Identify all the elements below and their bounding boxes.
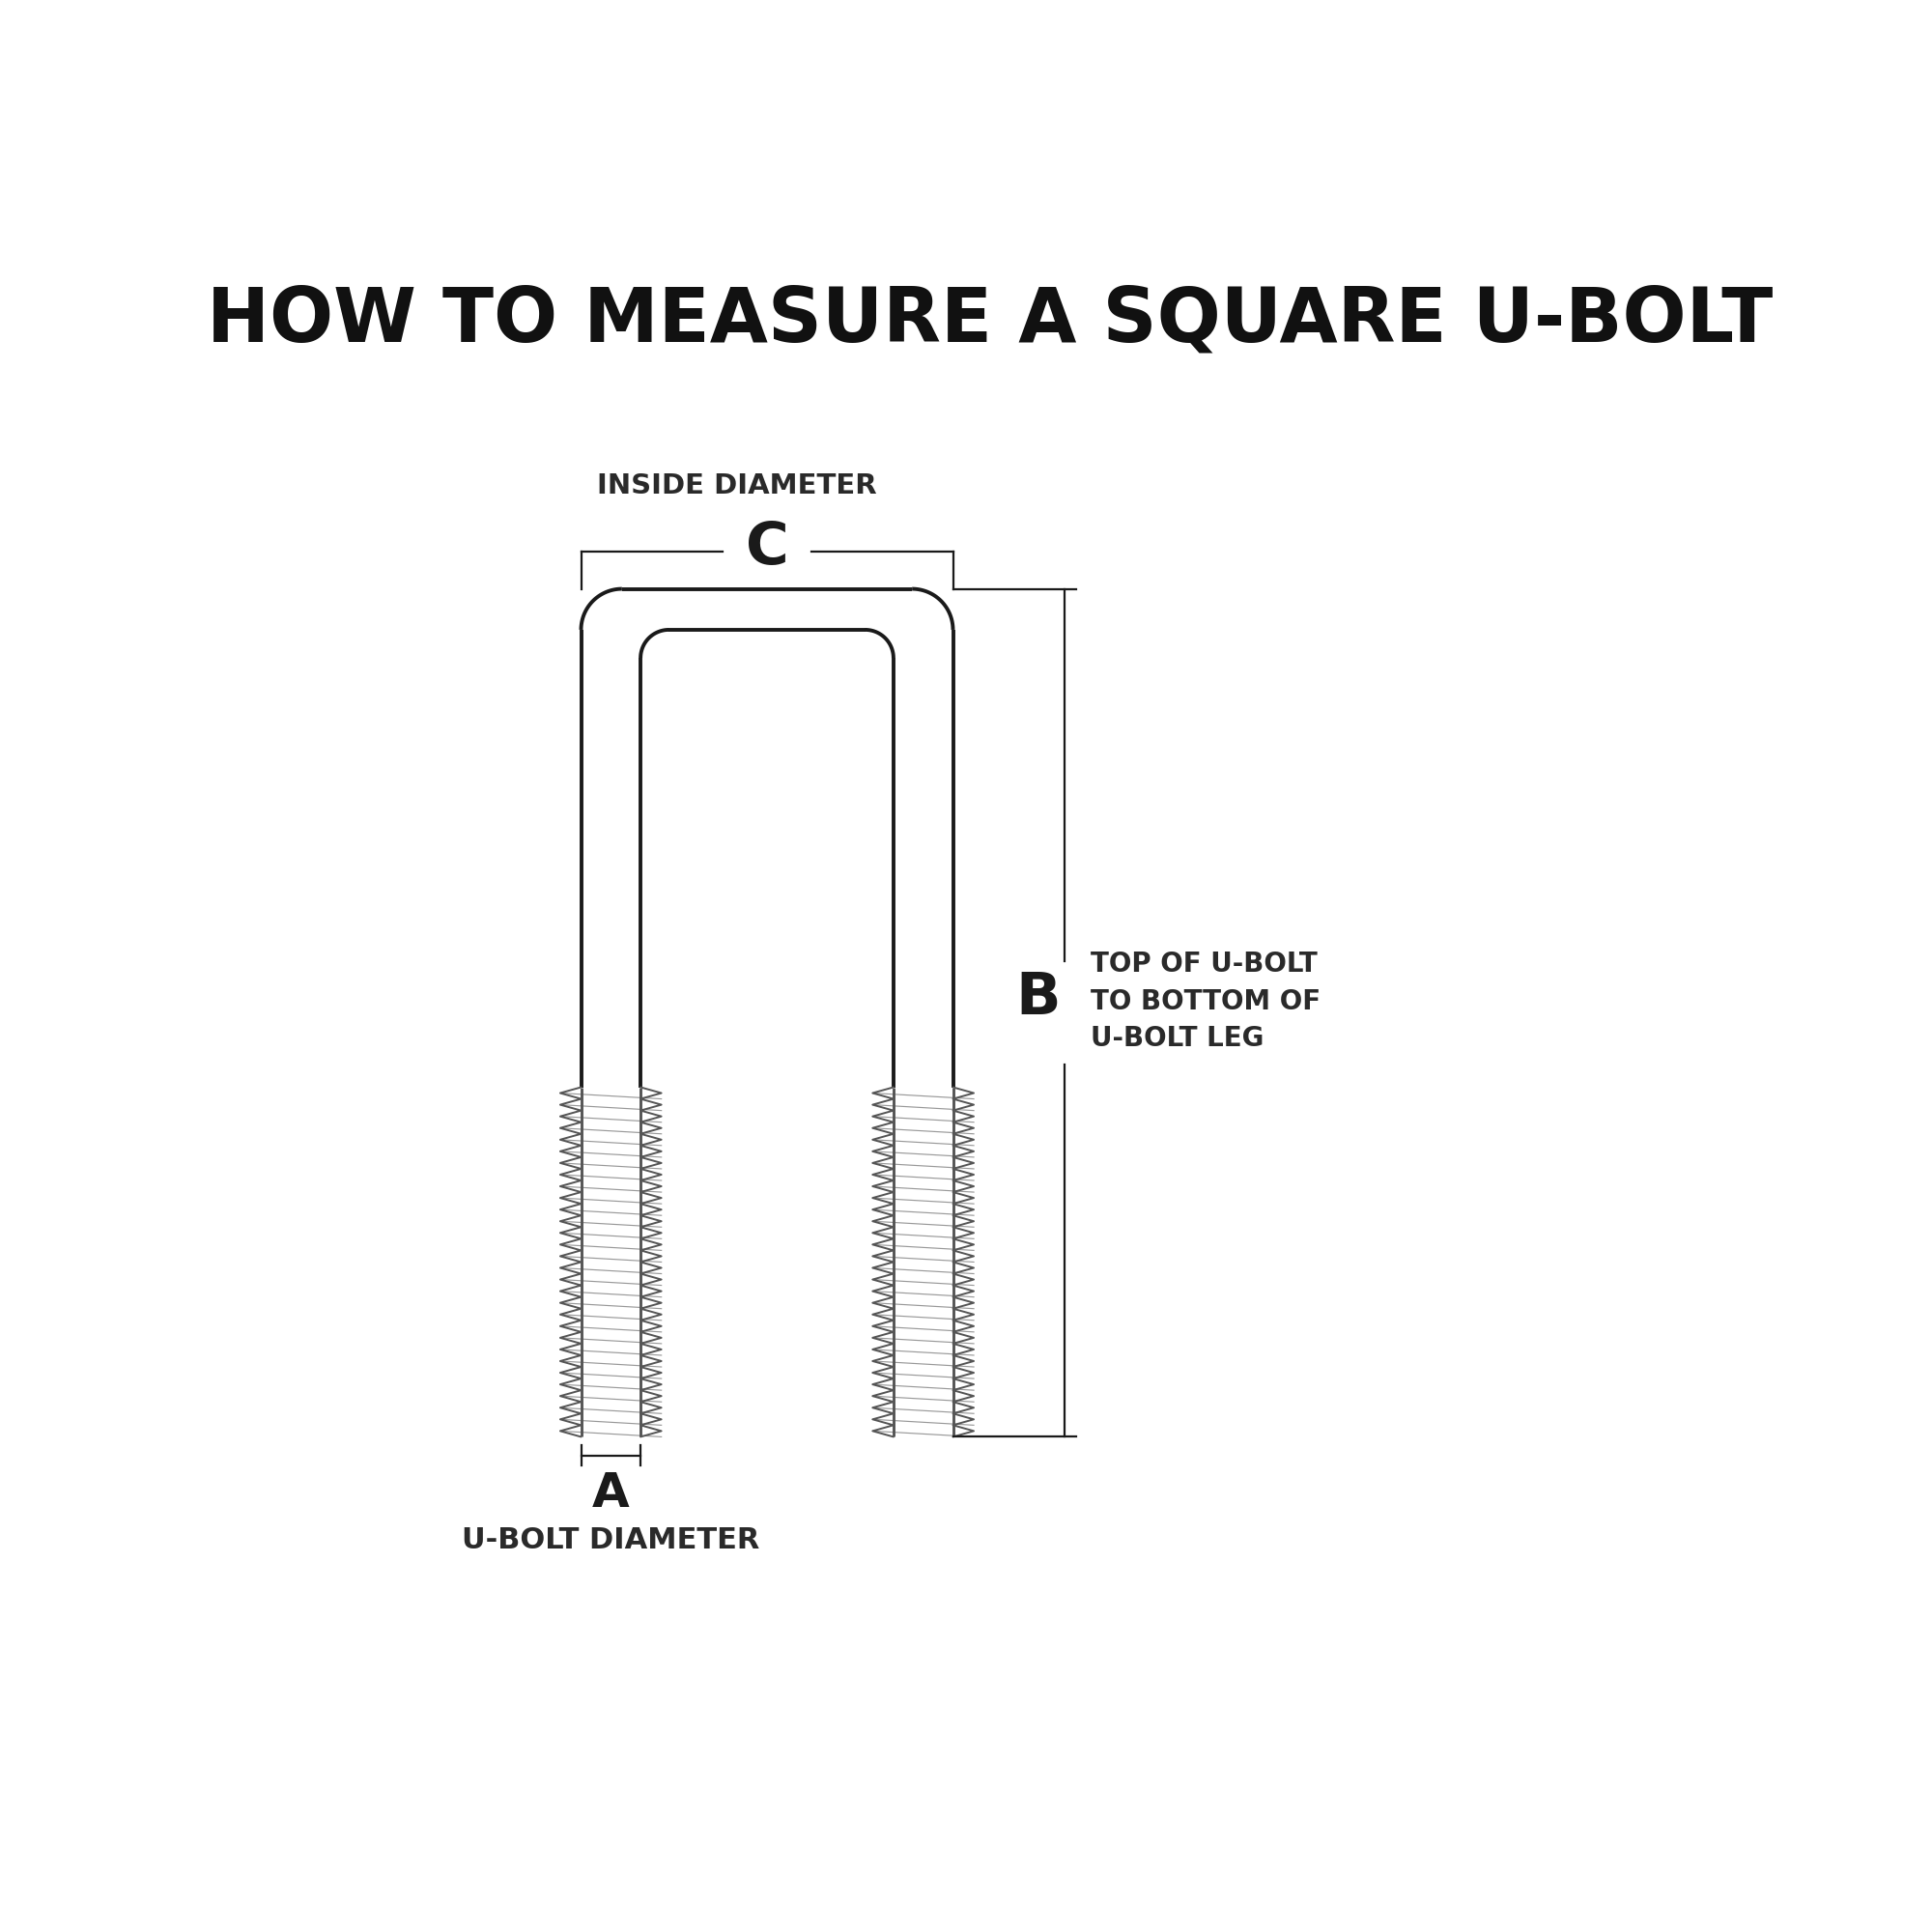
Text: TO BOTTOM OF: TO BOTTOM OF <box>1090 987 1321 1014</box>
Text: A: A <box>591 1470 630 1517</box>
Text: U-BOLT DIAMETER: U-BOLT DIAMETER <box>462 1526 759 1553</box>
Text: HOW TO MEASURE A SQUARE U-BOLT: HOW TO MEASURE A SQUARE U-BOLT <box>207 284 1774 357</box>
Text: U-BOLT LEG: U-BOLT LEG <box>1090 1026 1264 1053</box>
Text: B: B <box>1016 970 1061 1026</box>
Text: TOP OF U-BOLT: TOP OF U-BOLT <box>1090 951 1318 978</box>
Text: INSIDE DIAMETER: INSIDE DIAMETER <box>597 473 877 500</box>
Text: C: C <box>746 520 788 576</box>
